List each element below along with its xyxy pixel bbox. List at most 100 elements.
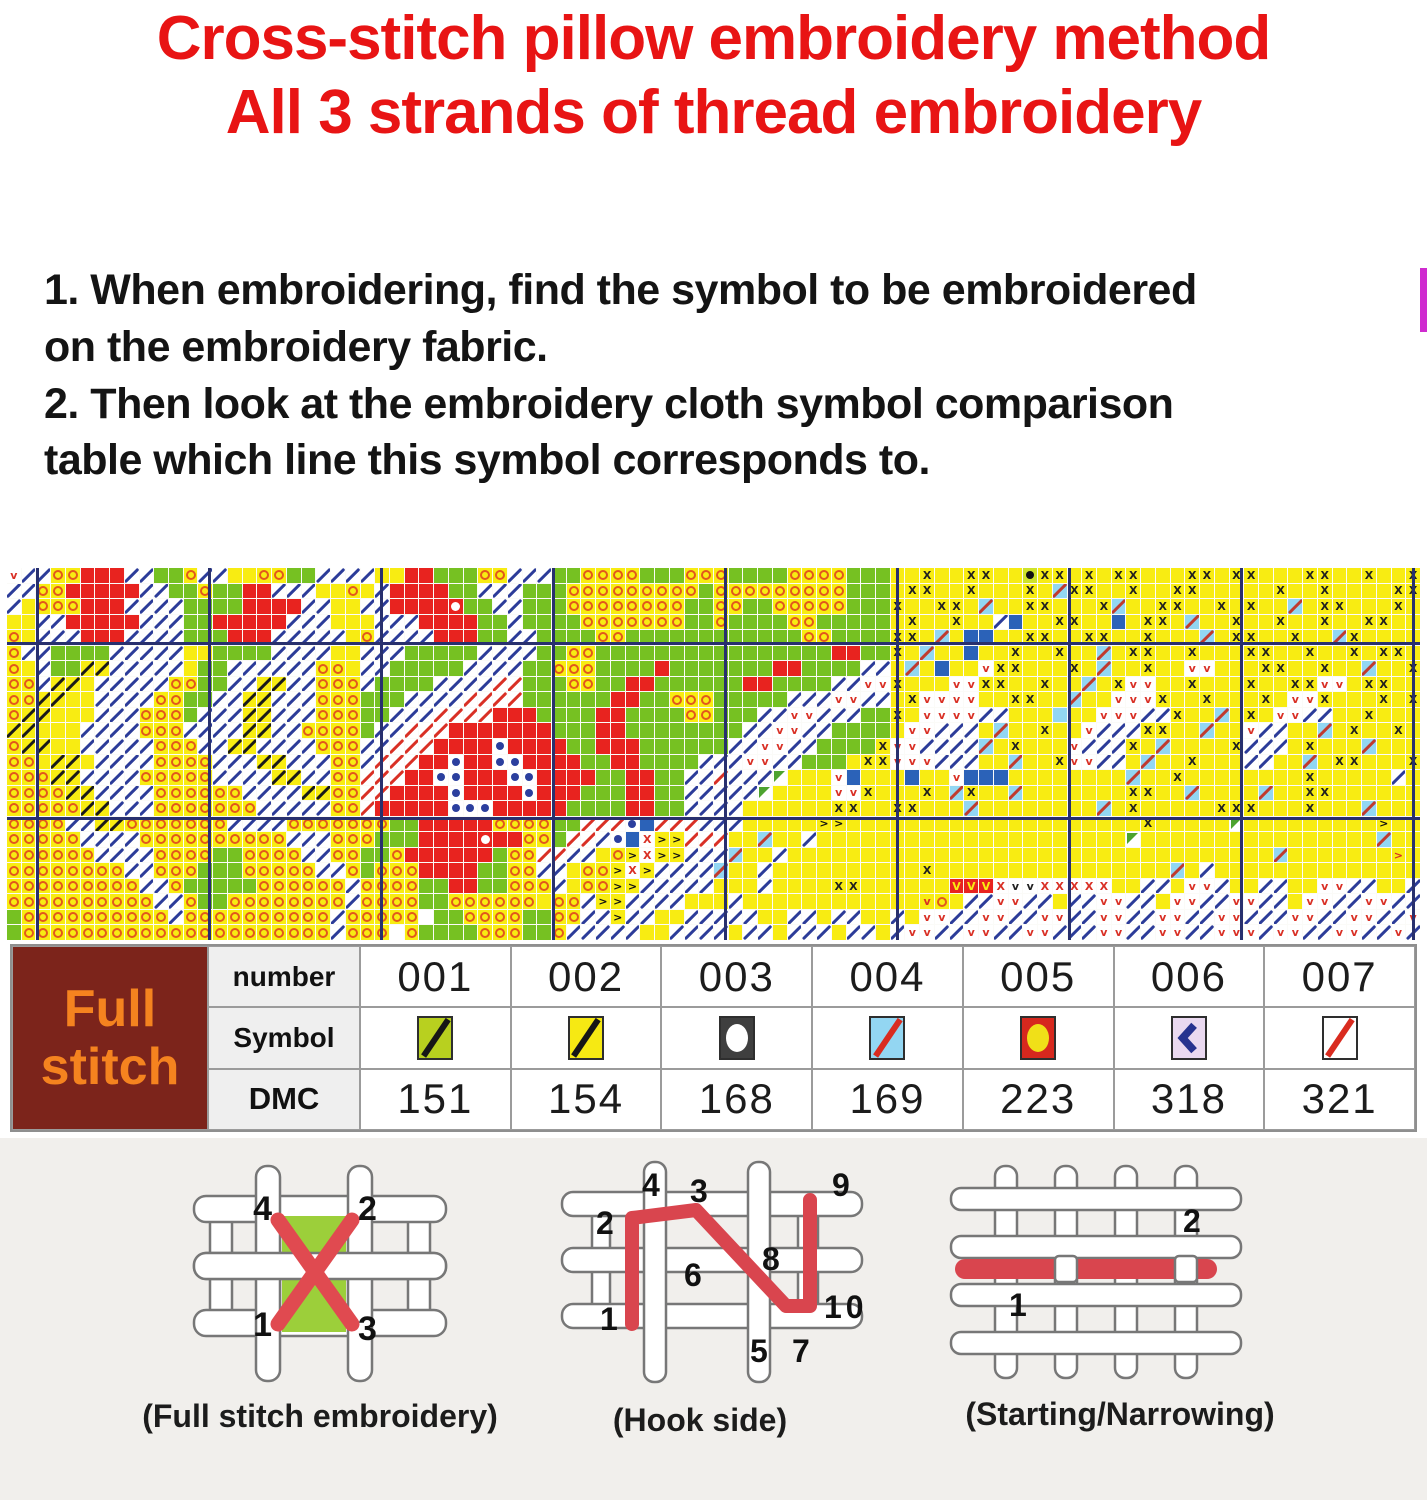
- row-header-symbol: Symbol: [208, 1007, 360, 1069]
- pattern-cell: [669, 863, 684, 878]
- pattern-cell: [979, 630, 993, 645]
- pattern-cell: [65, 676, 80, 692]
- pattern-cell: [846, 925, 861, 940]
- pattern-cell: [507, 863, 522, 878]
- pattern-cell: v: [979, 925, 993, 940]
- pattern-cell: [493, 925, 507, 940]
- pattern-cell: [1155, 816, 1170, 832]
- pattern-cell: [1200, 645, 1214, 661]
- pattern-cell: [1111, 832, 1126, 847]
- pattern-cell: [65, 630, 80, 645]
- pattern-cell: [772, 568, 787, 583]
- pattern-cell: [316, 692, 331, 707]
- pattern-cell: [610, 707, 625, 723]
- pattern-cell: [80, 878, 95, 894]
- pattern-cell: v: [993, 894, 1008, 909]
- pattern-cell: [65, 909, 80, 925]
- pattern-cell: [1214, 770, 1229, 785]
- pattern-cell: X: [831, 878, 846, 894]
- pattern-cell: v: [979, 909, 993, 925]
- pattern-cell: [345, 754, 360, 770]
- pattern-cell: [448, 645, 463, 661]
- pattern-cell: [227, 723, 242, 738]
- stitch-symbol-icon: [568, 1015, 605, 1060]
- pattern-cell: v: [1096, 909, 1111, 925]
- pattern-cell: [272, 723, 286, 738]
- pattern-cell: [743, 801, 758, 816]
- pattern-cell: [1332, 707, 1347, 723]
- pattern-cell: [1038, 801, 1052, 816]
- pattern-cell: [1288, 894, 1303, 909]
- pattern-cell: [993, 645, 1008, 661]
- pattern-cell: [154, 692, 169, 707]
- pattern-cell: [183, 878, 198, 894]
- pattern-cell: >: [610, 894, 625, 909]
- pattern-cell: [817, 614, 831, 630]
- pattern-cell: [1008, 801, 1023, 816]
- pattern-cell: [169, 832, 183, 847]
- pattern-cell: [1229, 583, 1244, 599]
- pattern-cell: [1185, 925, 1200, 940]
- pattern-cell: [669, 599, 684, 614]
- pattern-cell: [728, 723, 743, 738]
- pattern-cell: [640, 614, 655, 630]
- pattern-cell: [743, 568, 758, 583]
- pattern-cell: [522, 645, 537, 661]
- pattern-cell: [345, 925, 360, 940]
- pattern-cell: [286, 614, 301, 630]
- pattern-cell: [227, 925, 242, 940]
- pattern-cell: [227, 661, 242, 676]
- pattern-cell: [110, 832, 124, 847]
- pattern-cell: [124, 707, 139, 723]
- pattern-cell: [1111, 645, 1126, 661]
- pattern-cell: [1332, 645, 1347, 661]
- pattern-cell: X: [1391, 599, 1406, 614]
- pattern-cell: [227, 785, 242, 801]
- pattern-cell: [419, 676, 434, 692]
- pattern-cell: [404, 661, 419, 676]
- pattern-cell: [65, 801, 80, 816]
- pattern-cell: X: [1376, 692, 1391, 707]
- pattern-cell: [876, 816, 890, 832]
- pattern-cell: [802, 599, 817, 614]
- pattern-cell: [448, 754, 463, 770]
- pattern-cell: [80, 707, 95, 723]
- pattern-cell: [124, 832, 139, 847]
- pattern-cell: [1347, 832, 1362, 847]
- pattern-cell: [1200, 909, 1214, 925]
- pattern-cell: [65, 661, 80, 676]
- pattern-cell: [1008, 754, 1023, 770]
- pattern-cell: [861, 847, 876, 863]
- pattern-cell: [434, 692, 448, 707]
- pattern-cell: [1303, 754, 1317, 770]
- pattern-cell: X: [1141, 645, 1155, 661]
- pattern-cell: [699, 847, 713, 863]
- pattern-cell: [301, 909, 316, 925]
- pattern-cell: [51, 583, 65, 599]
- pattern-cell: [802, 770, 817, 785]
- pattern-cell: [1376, 925, 1391, 940]
- pattern-cell: [802, 583, 817, 599]
- pattern-cell: [331, 754, 345, 770]
- pattern-cell: [1391, 785, 1406, 801]
- pattern-cell: [1200, 925, 1214, 940]
- pattern-cell: [507, 816, 522, 832]
- pattern-cell: X: [1332, 599, 1347, 614]
- pattern-cell: [772, 676, 787, 692]
- pattern-cell: [1244, 832, 1258, 847]
- pattern-cell: [345, 630, 360, 645]
- pattern-cell: [1244, 661, 1258, 676]
- pattern-cell: v: [920, 707, 934, 723]
- pattern-cell: [1023, 894, 1038, 909]
- pattern-cell: v: [920, 925, 934, 940]
- pattern-cell: [21, 707, 36, 723]
- pattern-cell: [537, 583, 551, 599]
- pattern-cell: [1155, 832, 1170, 847]
- pattern-cell: v: [949, 692, 964, 707]
- pattern-cell: [1303, 707, 1317, 723]
- pattern-cell: [227, 878, 242, 894]
- pattern-cell: [124, 878, 139, 894]
- pattern-cell: [993, 583, 1008, 599]
- pattern-cell: [139, 832, 154, 847]
- pattern-cell: [831, 645, 846, 661]
